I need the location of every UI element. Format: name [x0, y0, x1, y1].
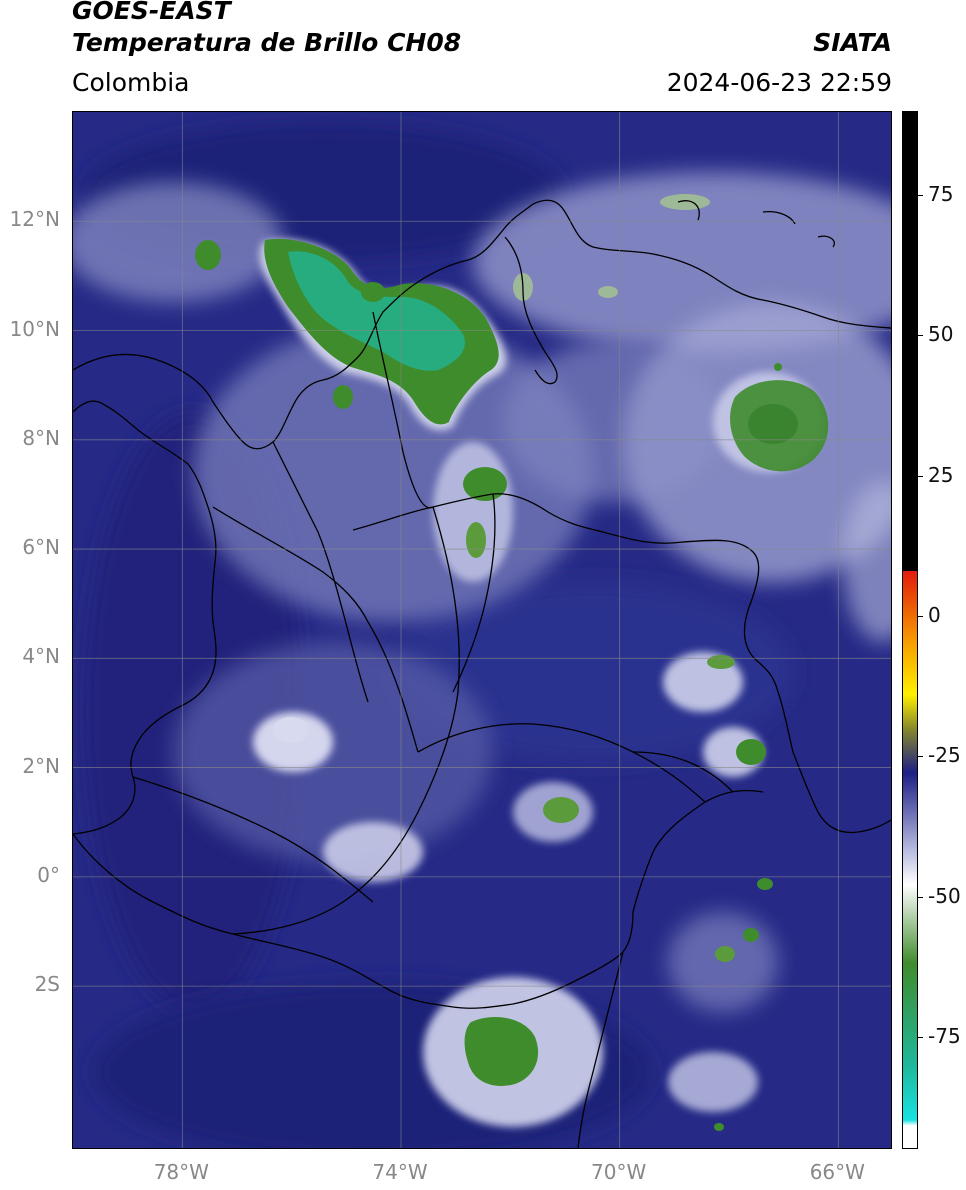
coastlines-and-borders [73, 199, 891, 1148]
satellite-map[interactable] [72, 111, 892, 1149]
datetime-label: 2024-06-23 22:59 [666, 68, 892, 97]
colorbar-tick-mark-6 [918, 1036, 923, 1038]
colorbar-tick-label-1: 50 [928, 322, 954, 347]
colorbar-tick-label-3: 0 [928, 602, 941, 627]
brand-label: SIATA [813, 28, 892, 57]
colorbar-tick-mark-4 [918, 756, 923, 758]
lat-tick-label-2: 8°N [22, 425, 60, 450]
lat-tick-label-6: 0° [37, 862, 60, 887]
lon-tick-label-3: 66°W [809, 1160, 865, 1184]
colorbar-tick-mark-0 [918, 195, 923, 197]
colorbar [902, 111, 918, 1149]
title-line-2: Temperatura de Brillo CH08 [72, 28, 462, 57]
colorbar-tick-mark-5 [918, 896, 923, 898]
colorbar-tick-mark-3 [918, 615, 923, 617]
background-field [73, 112, 891, 1148]
colorbar-tick-mark-2 [918, 475, 923, 477]
colorbar-tick-label-4: -25 [928, 743, 961, 768]
lon-tick-label-1: 74°W [372, 1160, 428, 1184]
colorbar-tick-mark-1 [918, 335, 923, 337]
colorbar-tick-label-0: 75 [928, 182, 954, 207]
lon-tick-label-0: 78°W [153, 1160, 209, 1184]
region-label: Colombia [72, 68, 190, 97]
colorbar-tick-label-6: -75 [928, 1023, 961, 1048]
lat-tick-label-4: 4°N [22, 644, 60, 669]
graticule [73, 112, 891, 1148]
lat-tick-label-5: 2°N [22, 753, 60, 778]
colorbar-tick-label-2: 25 [928, 462, 954, 487]
lat-tick-label-0: 12°N [9, 207, 60, 232]
title-line-1: GOES-EAST [72, 0, 231, 25]
colorbar-tick-label-5: -50 [928, 883, 961, 908]
lat-tick-label-7: 2S [34, 972, 60, 997]
lat-tick-label-1: 10°N [9, 316, 60, 341]
lon-tick-label-2: 70°W [591, 1160, 647, 1184]
lat-tick-label-3: 6°N [22, 535, 60, 560]
